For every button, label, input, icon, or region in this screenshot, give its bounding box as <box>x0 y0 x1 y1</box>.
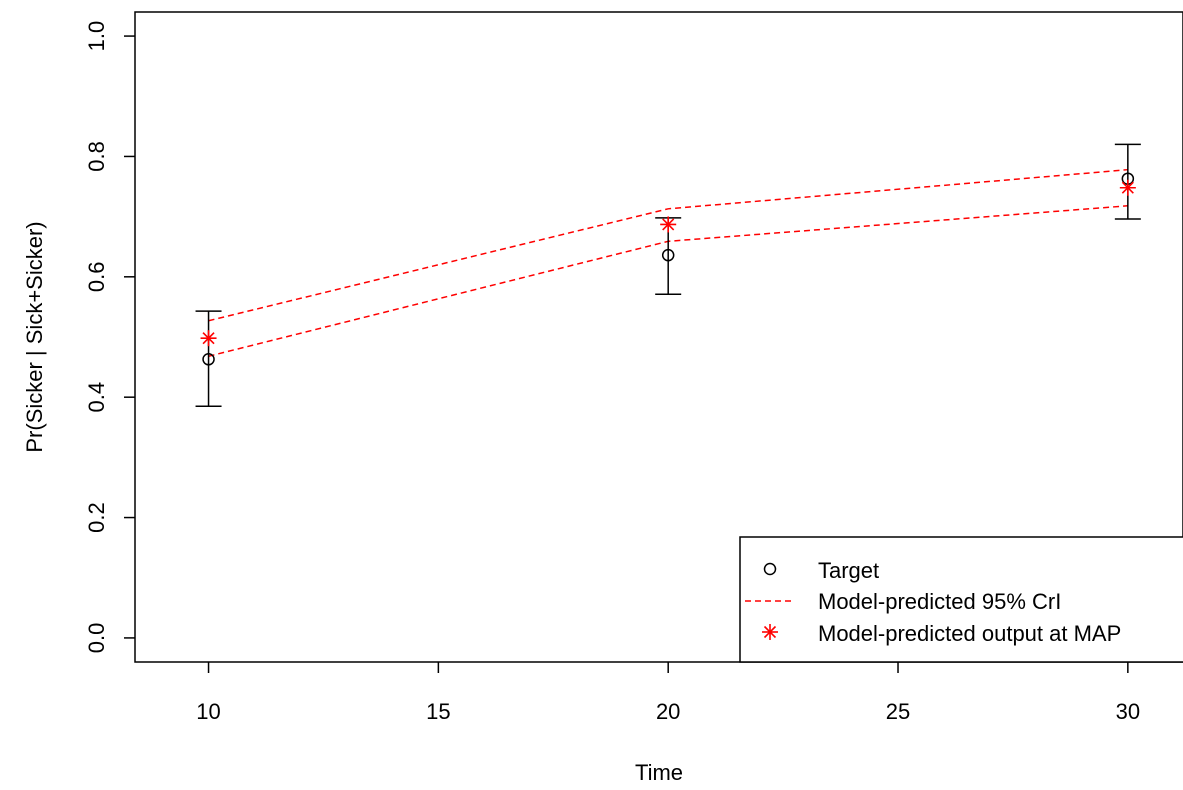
x-tick-label: 30 <box>1116 699 1140 724</box>
y-tick-label: 0.2 <box>84 502 109 533</box>
map-point <box>200 330 217 347</box>
x-tick-label: 20 <box>656 699 680 724</box>
map-point-stroke <box>662 218 675 231</box>
x-tick-label: 10 <box>196 699 220 724</box>
legend-map-label: Model-predicted output at MAP <box>818 621 1121 646</box>
legend-map-symbol <box>762 624 778 640</box>
x-tick-label: 15 <box>426 699 450 724</box>
map-point-stroke <box>1121 181 1134 194</box>
legend-target-label: Target <box>818 558 879 583</box>
y-axis: 0.0 0.2 0.4 0.6 0.8 1.0 <box>84 21 135 653</box>
plot-marks <box>195 143 1141 407</box>
y-tick-label: 1.0 <box>84 21 109 52</box>
map-point-stroke <box>202 332 215 345</box>
y-tick-label: 0.4 <box>84 382 109 413</box>
legend-box <box>739 536 1183 663</box>
x-axis-label: Time <box>635 760 683 785</box>
y-tick-label: 0.6 <box>84 262 109 293</box>
y-tick-label: 0.8 <box>84 141 109 172</box>
legend-target-symbol <box>763 562 777 576</box>
legend-cri-label: Model-predicted 95% CrI <box>818 589 1061 614</box>
y-axis-label: Pr(Sicker | Sick+Sicker) <box>22 221 47 452</box>
plot-frame <box>134 11 1183 663</box>
map-point <box>1119 179 1136 196</box>
x-tick-label: 25 <box>886 699 910 724</box>
y-tick-label: 0.0 <box>84 623 109 654</box>
cri-upper-line <box>208 168 1128 322</box>
target-point <box>202 353 215 366</box>
x-axis: 10 15 20 25 30 <box>196 662 1140 724</box>
legend: Target Model-predicted 95% CrI Model-pre… <box>739 536 1183 663</box>
map-point <box>660 216 677 233</box>
target-point <box>661 248 675 262</box>
